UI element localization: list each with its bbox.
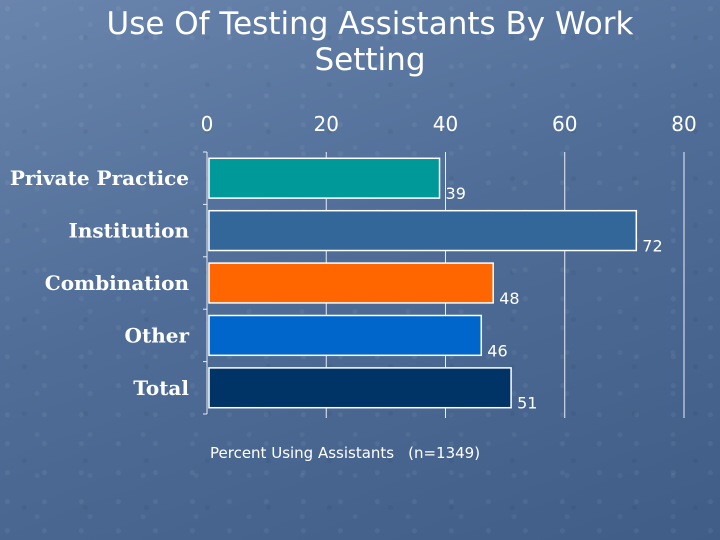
title-line-1: Use Of Testing Assistants By Work xyxy=(106,6,634,42)
title-line-2: Setting xyxy=(314,42,426,78)
data-label: 72 xyxy=(642,237,662,256)
x-axis-ticks: 0 20 40 60 80 xyxy=(201,112,697,136)
x-tick-label: 0 xyxy=(201,112,214,136)
category-label: Institution xyxy=(69,219,190,243)
x-tick-label: 20 xyxy=(314,112,339,136)
bar-total xyxy=(208,367,512,409)
data-label: 51 xyxy=(517,394,537,413)
bars xyxy=(208,157,638,409)
category-labels: Private Practice Institution Combination Ot… xyxy=(10,166,190,400)
data-label: 48 xyxy=(499,289,519,308)
data-label: 46 xyxy=(487,341,507,360)
x-axis-label: Percent Using Assistants xyxy=(210,444,395,462)
x-tick-label: 40 xyxy=(433,112,458,136)
bar-combination xyxy=(208,262,494,304)
category-label: Combination xyxy=(45,271,190,295)
axis-caption: Percent Using Assistants (n=1349) xyxy=(210,444,480,462)
data-labels: 39 72 48 46 51 xyxy=(446,184,663,413)
chart-title: Use Of Testing Assistants By Work Settin… xyxy=(0,6,720,78)
x-tick-label: 80 xyxy=(671,112,696,136)
data-label: 39 xyxy=(446,184,466,203)
category-label: Other xyxy=(125,323,190,347)
category-label: Private Practice xyxy=(10,166,189,190)
sample-size-note: (n=1349) xyxy=(408,444,481,462)
category-label: Total xyxy=(133,376,189,400)
bar-other xyxy=(208,314,483,357)
bar-institution xyxy=(208,209,638,252)
bar-private-practice xyxy=(208,157,441,199)
x-tick-label: 60 xyxy=(552,112,577,136)
